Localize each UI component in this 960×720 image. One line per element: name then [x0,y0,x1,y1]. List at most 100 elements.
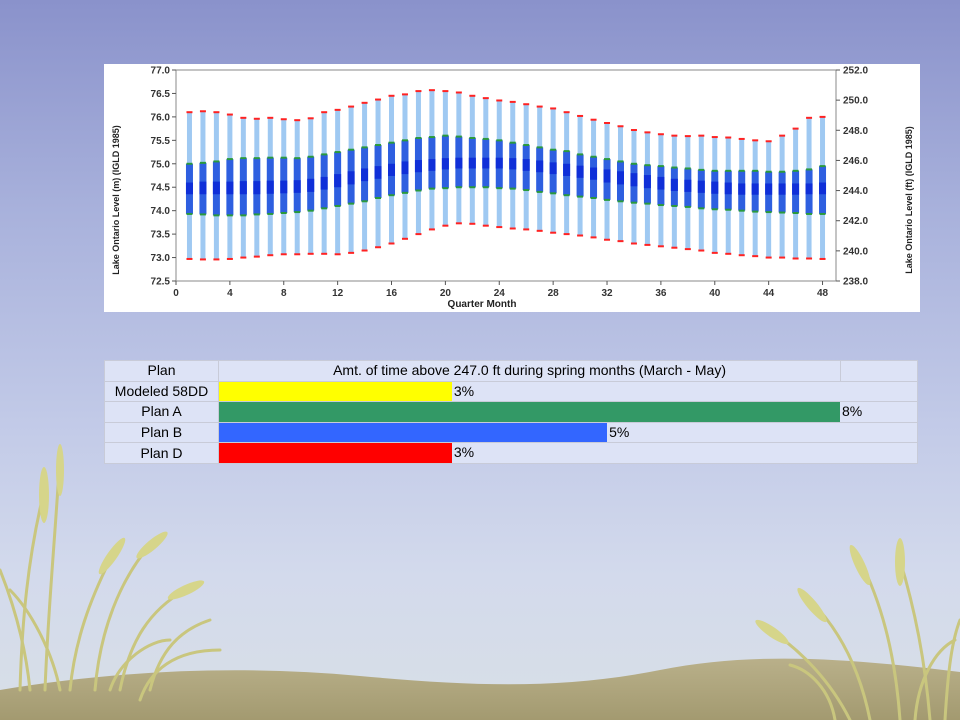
y-tick-label-right: 246.0 [843,156,868,167]
table-row: Plan A 8% [104,401,919,423]
y-tick-label-left: 75.5 [151,136,171,147]
inner-box [441,158,449,170]
inner-box [280,180,288,194]
x-axis-label: Quarter Month [448,299,517,310]
axes: 0 4 8 12 16 20 24 28 32 36 40 44 4872.573.073.574.07… [151,66,869,300]
grass-left-heads [39,444,205,600]
bar-plan-d [219,443,452,463]
row-label: Plan D [104,442,219,464]
grass-left [0,453,222,702]
y-tick-label-right: 238.0 [843,277,868,288]
x-tick-label: 20 [440,288,452,299]
inner-box [388,163,396,176]
x-tick-label: 28 [548,288,560,299]
y-tick-label-left: 76.5 [151,89,171,100]
inner-box [468,157,476,169]
inner-box [643,175,651,189]
x-tick-label: 32 [601,288,613,299]
inner-box [293,180,301,193]
inner-box [239,181,247,195]
y-tick-label-left: 72.5 [151,277,171,288]
bar-cell: 5% [217,421,919,444]
header-plan: Plan [104,360,219,382]
inner-box [616,171,624,185]
inner-box [226,181,234,195]
markers [186,89,826,261]
inner-box [334,174,342,188]
inner-box [401,161,409,175]
inner-box [414,160,422,173]
inner-box [630,173,638,187]
bar-value-label: 8% [842,403,863,420]
x-tick-label: 16 [386,288,398,299]
x-tick-label: 36 [655,288,667,299]
x-tick-label: 8 [281,288,287,299]
y-tick-label-right: 252.0 [843,66,868,77]
row-label: Modeled 58DD [104,380,219,403]
inner-box [428,159,436,171]
table-row: Plan B 5% [104,421,919,444]
x-tick-label: 4 [227,288,233,299]
boxplot-svg: 0 4 8 12 16 20 24 28 32 36 40 44 4872.573.073.574.07… [111,66,914,311]
x-tick-label: 12 [332,288,344,299]
inner-box [738,183,746,195]
x-tick-label: 24 [494,288,506,299]
inner-box [684,179,692,192]
header-amount: Amt. of time above 247.0 ft during sprin… [217,360,842,382]
bar-value-label: 3% [453,382,475,399]
bar-plan-b [219,422,608,443]
table-row: Plan D 3% [104,442,919,464]
inner-box [495,157,503,169]
inner-box [805,183,813,195]
x-tick-label: 44 [763,288,775,299]
inner-box [482,157,490,169]
y-tick-label-left: 77.0 [151,66,171,77]
y-tick-label-left: 74.0 [151,206,171,217]
inner-box [522,159,530,171]
bar-modeled-58dd [219,381,452,402]
bar-cell: 3% [217,442,919,464]
row-label: Plan A [104,401,219,423]
x-tick-label: 40 [709,288,721,299]
inner-box [751,183,759,195]
plan-comparison-table: Plan Amt. of time above 247.0 ft during … [104,360,919,464]
y-tick-label-right: 244.0 [843,186,868,197]
inner-box [199,181,207,195]
y-tick-label-right: 248.0 [843,126,868,137]
bar-value-label: 5% [609,423,630,440]
y-tick-label-left: 75.0 [151,159,171,170]
hill [0,658,960,720]
grass-right-heads [755,538,905,645]
inner-box [307,178,315,192]
inner-boxes [185,157,827,195]
y-tick-label-left: 73.0 [151,253,171,264]
inner-box [819,182,827,195]
y-tick-label-right: 250.0 [843,96,868,107]
table-row: Modeled 58DD 3% [104,380,919,403]
lake-level-chart: 0 4 8 12 16 20 24 28 32 36 40 44 48 72.5 73.0 73.5 74.0 7… [104,64,920,312]
inner-box [212,181,220,195]
inner-box [778,183,786,195]
inner-box [765,183,773,195]
inner-box [253,181,261,195]
inner-box [603,169,611,183]
bar-cell: 8% [217,401,919,423]
bar-cell: 3% [217,380,919,403]
inner-box [711,181,719,194]
row-label: Plan B [104,421,219,444]
table-header-row: Plan Amt. of time above 247.0 ft during … [104,360,919,382]
y-tick-label-left: 73.5 [151,230,171,241]
inner-box [670,178,678,191]
y-axis-label-left: Lake Ontario Level (m) (IGLD 1985) [111,125,121,275]
inner-box [549,162,557,175]
x-tick-label: 48 [817,288,829,299]
inner-box [563,163,571,176]
y-tick-label-right: 242.0 [843,216,868,227]
inner-box [347,171,355,185]
y-tick-label-left: 74.5 [151,183,171,194]
inner-box [576,165,584,178]
inner-box [792,183,800,195]
y-tick-label-right: 240.0 [843,246,868,257]
plot-area [175,69,837,282]
